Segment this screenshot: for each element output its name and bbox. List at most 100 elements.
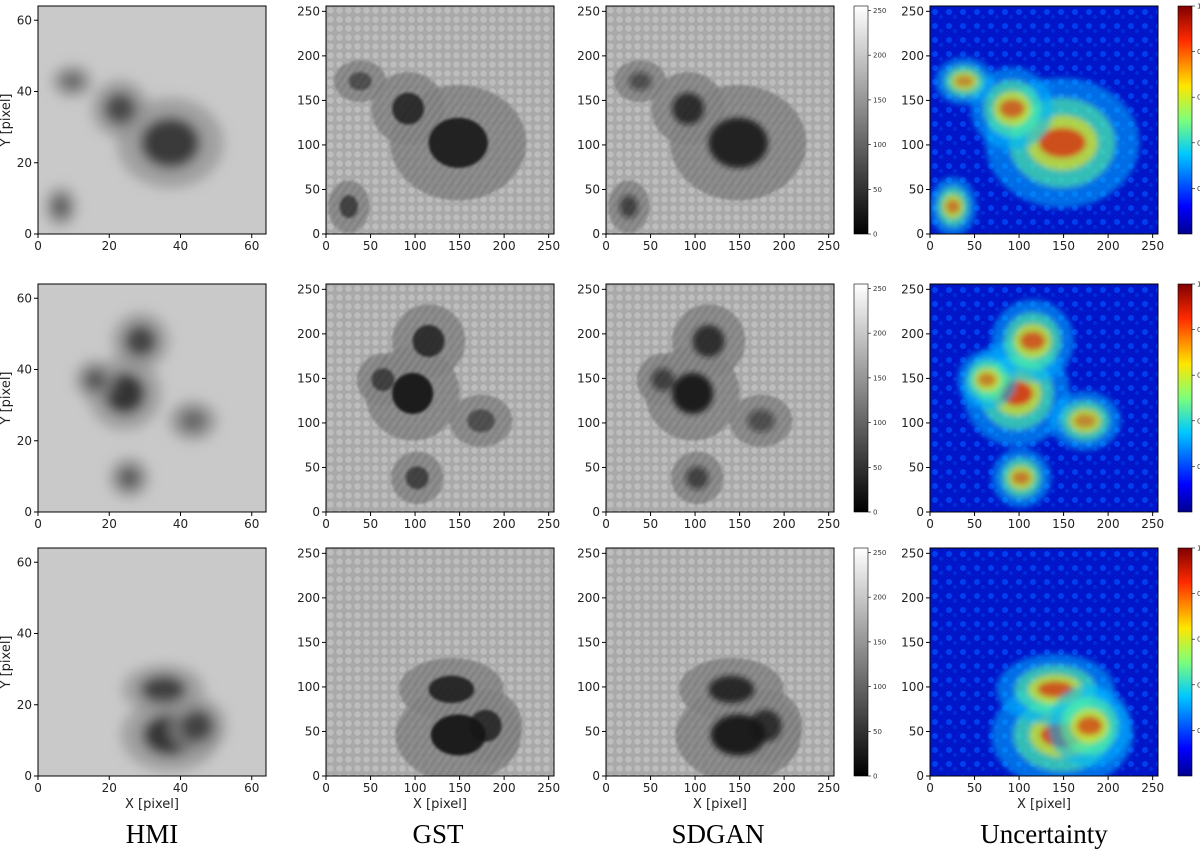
column-title-uncertainty: Uncertainty	[980, 819, 1108, 849]
colorbar-tick-label: 0.2	[1197, 185, 1200, 193]
x-tick-label: 100	[684, 781, 707, 795]
axes-frame	[325, 547, 555, 777]
y-tick-label: 0	[592, 505, 600, 519]
colorbar-tick-label: 0	[873, 509, 877, 517]
y-tick-label: 100	[297, 416, 320, 430]
x-tick-label: 0	[322, 517, 330, 531]
x-tick-label: 60	[244, 239, 259, 253]
y-tick-label: 40	[17, 85, 32, 99]
y-tick-label: 60	[17, 13, 32, 27]
y-tick-label: 250	[577, 282, 600, 296]
x-tick-label: 20	[102, 517, 117, 531]
panel-gst-row-3: 00 50 50 100 100 150 150 200 200 250 250 X [pixel]	[297, 546, 560, 812]
x-tick-label: 150	[728, 517, 751, 531]
x-tick-label: 250	[537, 517, 560, 531]
y-tick-label: 200	[577, 327, 600, 341]
x-tick-label: 0	[926, 517, 934, 531]
gst-image-row-2	[326, 284, 554, 512]
x-tick-label: 100	[1008, 517, 1031, 531]
y-tick-label: 250	[297, 4, 320, 18]
gst-image-row-3	[326, 548, 554, 776]
x-tick-label: 200	[493, 239, 516, 253]
x-tick-label: 0	[34, 517, 42, 531]
y-tick-label: 0	[592, 227, 600, 241]
y-tick-label: 50	[585, 182, 600, 196]
colorbar-tick-label: 0.4	[1197, 681, 1200, 689]
colorbar-tick-label: 0.4	[1197, 417, 1200, 425]
y-tick-label: 250	[297, 282, 320, 296]
x-tick-label: 0	[602, 781, 610, 795]
y-tick-label: 100	[577, 416, 600, 430]
y-tick-label: 250	[901, 282, 924, 296]
x-tick-label: 50	[967, 517, 982, 531]
x-tick-label: 250	[537, 781, 560, 795]
y-tick-label: 150	[577, 93, 600, 107]
y-tick-label: 150	[297, 371, 320, 385]
y-tick-label: 250	[577, 4, 600, 18]
panel-sdgan-row-2: 0050501001001501502002002502500501001502…	[577, 282, 886, 531]
gray-colorbar-row-3: 0 50 100 150 200 250	[853, 547, 886, 781]
colorbar-tick-label: 50	[873, 728, 882, 736]
y-tick-label: 150	[901, 635, 924, 649]
panel-uncertainty-row-3: 00 50 50 100 100 150 150 200 200 250 250 X [pixel] 0…	[901, 545, 1200, 813]
x-tick-label: 100	[404, 239, 427, 253]
uncertainty-colorbar-row-2: 0.2 0.4 0.6 0.8 1.0	[1177, 281, 1200, 513]
x-tick-label: 40	[173, 517, 188, 531]
y-tick-label: 150	[297, 635, 320, 649]
x-tick-label: 200	[773, 781, 796, 795]
y-tick-label: 150	[577, 635, 600, 649]
x-tick-label: 250	[1141, 781, 1164, 795]
gray-colorbar-row-2: 0 50 100 150 200 250	[853, 283, 886, 517]
x-tick-label: 150	[448, 781, 471, 795]
axes-frame	[37, 5, 267, 235]
y-tick-label: 20	[17, 698, 32, 712]
x-tick-label: 250	[1141, 239, 1164, 253]
y-tick-label: 20	[17, 156, 32, 170]
colorbar-tick-label: 150	[873, 96, 886, 104]
colorbar-tick-label: 0.2	[1197, 463, 1200, 471]
y-tick-label: 60	[17, 555, 32, 569]
y-tick-label: 100	[297, 138, 320, 152]
x-tick-label: 20	[102, 239, 117, 253]
x-tick-label: 0	[34, 781, 42, 795]
sdgan-image-row-3	[606, 548, 834, 776]
colorbar-tick-label: 200	[873, 52, 886, 60]
y-tick-label: 200	[297, 591, 320, 605]
x-tick-label: 200	[773, 239, 796, 253]
x-axis-label: X [pixel]	[125, 797, 179, 812]
colorbar-tick-label: 50	[873, 186, 882, 194]
colorbar-tick-label: 200	[873, 330, 886, 338]
column-title-sdgan: SDGAN	[671, 819, 764, 849]
colorbar-tick-label: 250	[873, 7, 886, 15]
y-tick-label: 50	[305, 182, 320, 196]
axes-frame	[929, 5, 1159, 235]
y-axis-label: Y [pixel]	[0, 372, 14, 426]
x-tick-label: 100	[684, 239, 707, 253]
sdgan-image-row-2	[606, 284, 834, 512]
colorbar-tick-label: 100	[873, 683, 886, 691]
x-tick-label: 100	[1008, 781, 1031, 795]
colorbar-tick-label: 1.0	[1197, 545, 1200, 553]
y-axis-label: Y [pixel]	[0, 636, 14, 690]
x-tick-label: 200	[493, 781, 516, 795]
y-tick-label: 50	[909, 460, 924, 474]
x-tick-label: 20	[102, 781, 117, 795]
colorbar-tick-label: 200	[873, 594, 886, 602]
colorbar-tick-label: 0	[873, 773, 877, 781]
y-tick-label: 20	[17, 434, 32, 448]
y-tick-label: 0	[312, 505, 320, 519]
x-tick-label: 50	[967, 781, 982, 795]
panel-hmi-row-3: 00 20 20 40 40 60 60 Y [pixel] X [pixel]	[0, 547, 267, 812]
x-tick-label: 50	[967, 239, 982, 253]
y-tick-label: 40	[17, 627, 32, 641]
x-tick-label: 50	[363, 239, 378, 253]
x-tick-label: 200	[493, 517, 516, 531]
x-tick-label: 250	[537, 239, 560, 253]
panel-hmi-row-1: 00 20 20 40 40 60 60 Y [pixel]	[0, 5, 267, 253]
x-tick-label: 200	[773, 517, 796, 531]
colorbar-tick-label: 150	[873, 374, 886, 382]
column-title-hmi: HMI	[126, 819, 179, 849]
x-tick-label: 150	[728, 239, 751, 253]
panel-gst-row-2: 00 50 50 100 100 150 150 200 200 250 250	[297, 282, 560, 531]
uncertainty-colorbar-row-1: 0.2 0.4 0.6 0.8 1.0	[1177, 3, 1200, 235]
